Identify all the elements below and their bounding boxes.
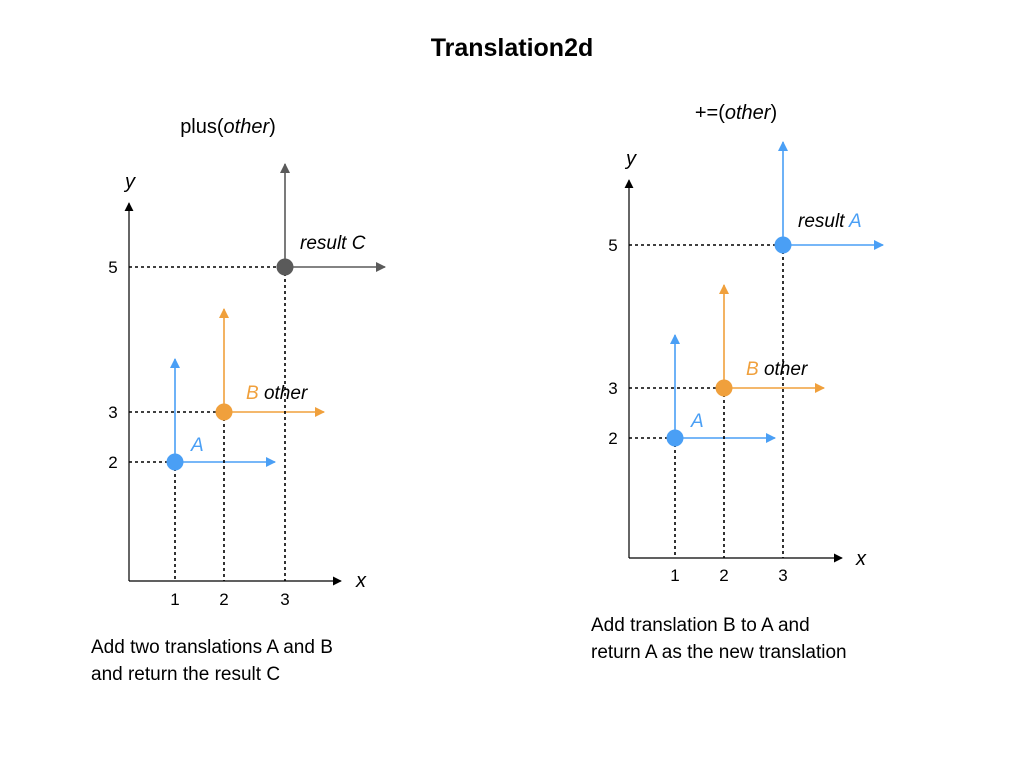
caption-plus: Add two translations A and B and return … (91, 634, 333, 688)
x-tick-label: 1 (670, 566, 679, 585)
point-B (715, 379, 733, 397)
caption-line: return A as the new translation (591, 642, 847, 663)
y-tick-label: 3 (108, 403, 117, 422)
y-tick-label: 2 (608, 429, 617, 448)
y-tick-label: 2 (108, 453, 117, 472)
y-axis-label: y (123, 171, 136, 193)
point-C (276, 258, 294, 276)
x-tick-label: 3 (280, 590, 289, 609)
caption-line: Add translation B to A and (591, 615, 810, 636)
y-axis-label: y (624, 148, 637, 170)
point-label-B: B other (246, 383, 308, 404)
point-label-B: B other (746, 359, 808, 380)
y-tick-label: 5 (108, 258, 117, 277)
x-tick-label: 1 (170, 590, 179, 609)
x-tick-label: 2 (219, 590, 228, 609)
point-A (166, 453, 184, 471)
x-axis-label: x (355, 570, 367, 592)
point-B (215, 403, 233, 421)
point-label-A: A (190, 435, 204, 456)
point-label-A-result: result A (798, 211, 862, 232)
panel-heading: +=(other) (695, 102, 777, 124)
y-tick-label: 3 (608, 379, 617, 398)
x-tick-label: 3 (778, 566, 787, 585)
panel-plus: plus(other) x y 1 2 3 2 3 5 A B other result C (108, 116, 386, 609)
y-tick-label: 5 (608, 236, 617, 255)
panel-heading: plus(other) (180, 116, 276, 138)
point-A (666, 429, 684, 447)
panel-plus-assign: +=(other) x y 1 2 3 2 3 5 A B other result A (608, 102, 884, 585)
caption-line: and return the result C (91, 664, 281, 685)
point-label-A: A (690, 411, 704, 432)
page-title: Translation2d (430, 34, 594, 62)
point-label-C: result C (300, 233, 366, 254)
caption-line: Add two translations A and B (91, 637, 333, 658)
x-tick-label: 2 (719, 566, 728, 585)
x-axis-label: x (855, 548, 867, 570)
caption-plus-assign: Add translation B to A and return A as t… (591, 612, 847, 666)
point-A-result (774, 236, 792, 254)
